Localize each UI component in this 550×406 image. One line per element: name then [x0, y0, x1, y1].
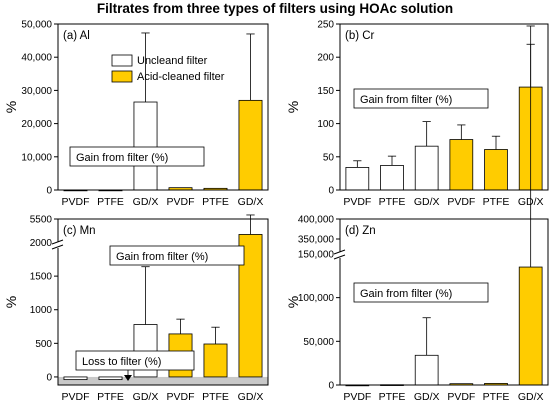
panel-4: PVDF PTFE GD/X PVDF PTFE GD/X 0 50,000 100,000 15…: [285, 43, 549, 403]
bar: [484, 149, 508, 191]
y-tick-label: 0: [46, 186, 52, 197]
bar: [63, 376, 88, 381]
y-tick-label: 2000: [30, 238, 53, 249]
loss-annotation-arrow: [124, 375, 132, 381]
plot-frame: [57, 23, 269, 191]
x-tick-label: GD/X: [133, 196, 159, 208]
axis-break-gap: [53, 242, 63, 248]
bar: [345, 167, 370, 191]
y-tick-label: 350,000: [298, 235, 335, 246]
x-tick-label: PTFE: [97, 196, 124, 208]
loss-region: [58, 376, 268, 385]
bar: [133, 101, 158, 191]
x-tick-label: PTFE: [202, 196, 229, 208]
y-tick-label: 1500: [30, 272, 53, 283]
y-axis-label: %: [285, 101, 301, 113]
panel-2: PVDF PTFE GD/X PVDF PTFE GD/X050100150200250%…: [285, 20, 549, 208]
y-tick-label: 50,000: [303, 337, 334, 348]
plot-frame: [57, 218, 269, 386]
x-tick-label: GD/X: [414, 391, 440, 403]
x-tick-label: PVDF: [343, 196, 371, 208]
y-tick-label: 150: [317, 86, 334, 97]
bar: [518, 266, 543, 386]
panel-label: (a) Al: [63, 30, 90, 42]
bar: [414, 354, 439, 386]
annotation-box: [69, 146, 205, 167]
bar: [380, 165, 404, 191]
plot-frame: [339, 218, 549, 386]
plot-frame: [339, 23, 549, 191]
bar: [449, 139, 474, 191]
x-tick-label: PVDF: [61, 391, 89, 403]
x-tick-label: PTFE: [483, 196, 510, 208]
x-tick-label: GD/X: [238, 391, 264, 403]
x-tick-label: GD/X: [414, 196, 440, 208]
y-tick-label: 100,000: [298, 293, 335, 304]
panel-label: (d) Zn: [345, 225, 376, 237]
y-axis-label: %: [285, 296, 301, 308]
panel-3: PVDF PTFE GD/X PVDF PTFE GD/X 0 500 1000 1500 2000…: [3, 215, 269, 403]
x-tick-label: PVDF: [447, 391, 475, 403]
bar: [238, 99, 263, 191]
axis-break-gap: [335, 252, 345, 258]
bar: [203, 343, 228, 378]
panel-label: (c) Mn: [63, 225, 96, 237]
x-tick-label: GD/X: [238, 196, 264, 208]
bar: [98, 376, 123, 381]
annotation-box: [109, 245, 245, 266]
annotation-box: [353, 88, 489, 109]
bar: [414, 145, 439, 191]
x-tick-label: GD/X: [518, 391, 544, 403]
panel-label: (b) Cr: [345, 30, 375, 42]
x-tick-label: PVDF: [166, 391, 194, 403]
y-tick-label: 10,000: [21, 152, 52, 163]
panel-1: PVDF PTFE GD/X PVDF PTFE GD/X 0 10,000 20,000 30,…: [3, 20, 269, 208]
axis-break-mark: [51, 244, 64, 250]
y-tick-label: 20,000: [21, 119, 52, 130]
y-tick-label: 5500: [30, 215, 53, 226]
y-axis-label: %: [3, 101, 19, 113]
x-tick-label: PVDF: [343, 391, 371, 403]
y-tick-label: 1000: [30, 305, 53, 316]
annotation-text: Gain from filter (%): [76, 152, 168, 164]
x-tick-label: PTFE: [97, 391, 124, 403]
x-tick-label: PTFE: [379, 196, 406, 208]
x-tick-label: PTFE: [483, 391, 510, 403]
legend-swatch-uncleaned: [111, 54, 133, 67]
axis-break-mark: [333, 249, 346, 255]
annotation-text: Gain from filter (%): [360, 288, 452, 300]
x-tick-label: PTFE: [379, 391, 406, 403]
axis-break-mark: [51, 239, 64, 245]
y-tick-label: 250: [317, 20, 334, 31]
y-tick-label: 0: [328, 381, 334, 392]
y-tick-label: 0: [46, 372, 52, 383]
axis-break-mark: [333, 254, 346, 260]
legend-swatch-cleaned: [111, 70, 133, 83]
x-tick-label: PTFE: [202, 391, 229, 403]
x-tick-label: PVDF: [61, 196, 89, 208]
x-tick-label: PVDF: [447, 196, 475, 208]
y-axis-label: %: [3, 296, 19, 308]
y-tick-label: 400,000: [298, 215, 335, 226]
annotation-box: [353, 282, 489, 303]
chart-title: Filtrates from three types of filters us…: [96, 1, 454, 16]
annotation-text: Gain from filter (%): [360, 94, 452, 106]
legend-label-uncleaned: Uncleand filter: [137, 55, 208, 67]
loss-annotation-text: Loss to filter (%): [82, 356, 161, 368]
loss-annotation-box: [75, 350, 195, 371]
x-tick-label: GD/X: [133, 391, 159, 403]
y-tick-label: 200: [317, 53, 334, 64]
annotation-text: Gain from filter (%): [116, 251, 208, 263]
y-tick-label: 100: [317, 119, 334, 130]
legend-label-cleaned: Acid-cleaned filter: [137, 71, 225, 83]
y-tick-label: 50: [323, 152, 335, 163]
y-tick-label: 0: [328, 186, 334, 197]
y-tick-label: 500: [35, 339, 52, 350]
y-tick-label: 30,000: [21, 86, 52, 97]
y-tick-label: 40,000: [21, 53, 52, 64]
y-tick-label: 50,000: [21, 20, 52, 31]
x-tick-label: PVDF: [166, 196, 194, 208]
y-tick-label: 150,000: [298, 249, 335, 260]
